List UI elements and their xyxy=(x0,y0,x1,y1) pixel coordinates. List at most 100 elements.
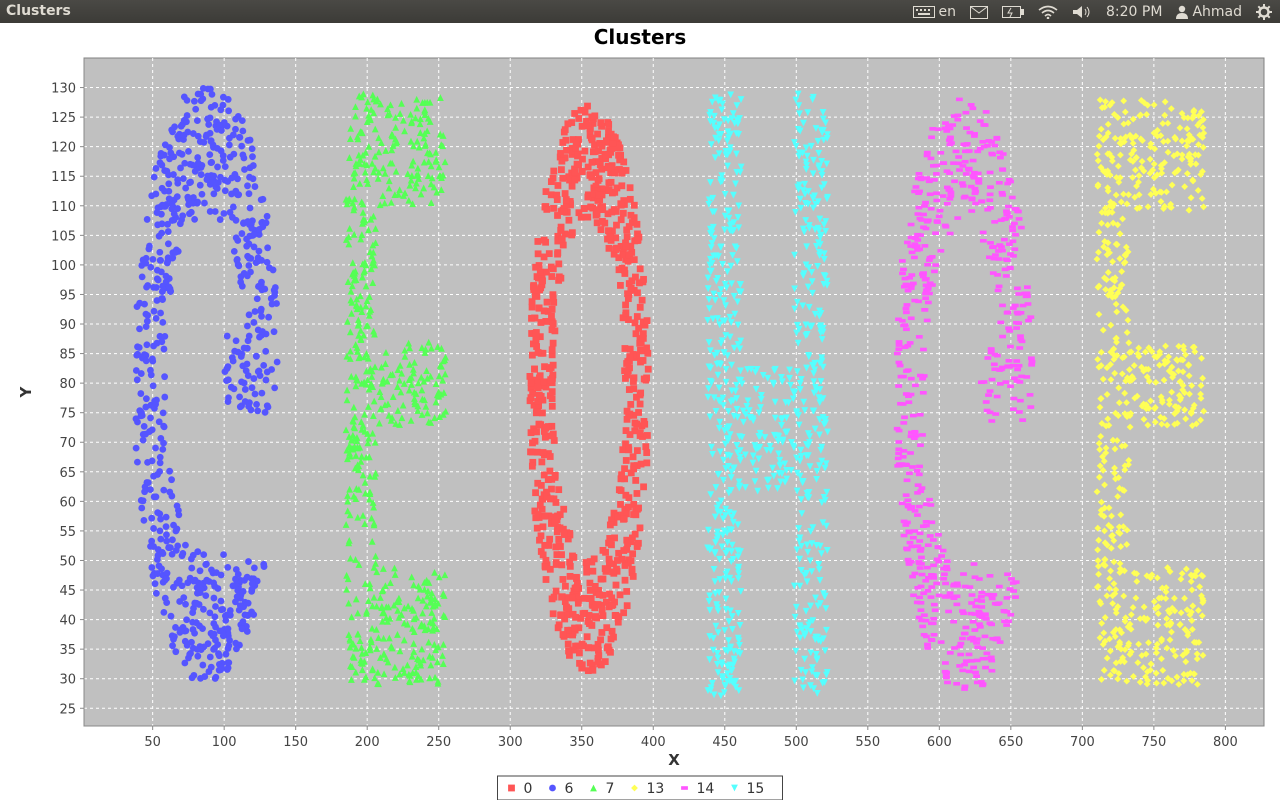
data-point-6 xyxy=(230,385,238,393)
data-point-15 xyxy=(704,316,712,324)
data-point-14 xyxy=(976,146,984,151)
data-point-13 xyxy=(1163,421,1171,429)
data-point-15 xyxy=(802,217,810,224)
data-point-14 xyxy=(1011,303,1019,308)
data-point-15 xyxy=(704,285,712,293)
data-point-15 xyxy=(737,163,745,171)
data-point-13 xyxy=(1189,114,1196,122)
data-point-14 xyxy=(917,177,925,182)
data-point-6 xyxy=(206,114,214,122)
clock[interactable]: 8:20 PM xyxy=(1106,4,1163,20)
data-point-13 xyxy=(1199,651,1207,659)
data-point-13 xyxy=(1190,401,1198,409)
mail-indicator[interactable] xyxy=(970,5,989,19)
legend-marker-14 xyxy=(681,786,688,790)
data-point-0 xyxy=(586,586,594,594)
data-point-0 xyxy=(530,286,538,293)
data-point-0 xyxy=(533,524,541,532)
data-point-14 xyxy=(924,642,931,647)
data-point-6 xyxy=(237,278,245,286)
keyboard-indicator[interactable]: en xyxy=(912,4,956,20)
data-point-13 xyxy=(1180,114,1188,121)
data-point-7 xyxy=(354,133,361,141)
data-point-14 xyxy=(907,392,915,397)
data-point-13 xyxy=(1101,556,1109,564)
data-point-0 xyxy=(540,378,547,386)
data-point-0 xyxy=(627,469,635,477)
data-point-14 xyxy=(920,374,928,378)
data-point-7 xyxy=(419,99,426,106)
session-menu[interactable] xyxy=(1256,4,1272,20)
data-point-14 xyxy=(933,198,941,203)
series-6 xyxy=(132,84,281,682)
data-point-6 xyxy=(170,583,177,591)
data-point-15 xyxy=(704,393,712,401)
data-point-7 xyxy=(377,139,385,146)
data-point-6 xyxy=(214,163,221,171)
data-point-7 xyxy=(360,331,368,339)
data-point-7 xyxy=(366,307,374,315)
data-point-6 xyxy=(210,190,218,198)
data-point-13 xyxy=(1151,145,1159,153)
wifi-indicator[interactable] xyxy=(1038,5,1058,19)
data-point-0 xyxy=(558,551,565,559)
data-point-13 xyxy=(1199,144,1207,151)
data-point-6 xyxy=(262,376,270,384)
data-point-15 xyxy=(717,508,724,516)
data-point-14 xyxy=(960,611,968,616)
data-point-13 xyxy=(1127,611,1135,619)
data-point-14 xyxy=(941,572,948,577)
data-point-14 xyxy=(986,170,994,175)
data-point-15 xyxy=(792,209,799,216)
data-point-7 xyxy=(435,388,443,396)
data-point-6 xyxy=(174,179,182,187)
data-point-14 xyxy=(973,641,980,645)
data-point-13 xyxy=(1111,134,1119,142)
y-tick-label: 65 xyxy=(59,466,76,481)
data-point-14 xyxy=(903,303,911,307)
data-point-15 xyxy=(736,621,744,629)
data-point-15 xyxy=(733,102,741,110)
data-point-0 xyxy=(617,281,624,289)
data-point-7 xyxy=(413,104,421,112)
data-point-15 xyxy=(766,442,774,450)
data-point-7 xyxy=(398,99,405,107)
data-point-13 xyxy=(1106,585,1113,592)
data-point-0 xyxy=(608,602,616,609)
data-point-15 xyxy=(806,463,814,471)
data-point-13 xyxy=(1158,420,1166,428)
data-point-15 xyxy=(756,443,764,451)
data-point-6 xyxy=(159,445,167,453)
data-point-14 xyxy=(1008,195,1016,200)
data-point-0 xyxy=(628,565,636,573)
volume-indicator[interactable] xyxy=(1072,5,1092,19)
data-point-15 xyxy=(810,407,818,415)
data-point-13 xyxy=(1110,284,1118,292)
data-point-14 xyxy=(979,656,987,661)
data-point-13 xyxy=(1097,395,1105,402)
data-point-13 xyxy=(1198,612,1206,620)
data-point-0 xyxy=(617,501,624,508)
data-point-14 xyxy=(1003,596,1011,600)
data-point-13 xyxy=(1102,422,1110,430)
data-point-0 xyxy=(554,212,561,219)
data-point-14 xyxy=(935,214,943,219)
battery-indicator[interactable] xyxy=(1002,6,1025,18)
data-point-14 xyxy=(977,680,985,684)
data-point-7 xyxy=(371,261,378,269)
data-point-15 xyxy=(824,131,831,139)
data-point-0 xyxy=(573,160,581,168)
legend: 0 6 7 13 14 15 xyxy=(497,775,783,800)
data-point-0 xyxy=(586,659,594,667)
data-point-15 xyxy=(717,497,725,505)
data-point-6 xyxy=(250,319,258,326)
data-point-6 xyxy=(132,415,140,423)
data-point-7 xyxy=(422,602,430,610)
user-menu[interactable]: Ahmad xyxy=(1176,4,1242,20)
data-point-0 xyxy=(534,250,542,258)
data-point-14 xyxy=(945,188,953,192)
data-point-7 xyxy=(347,296,355,304)
data-point-15 xyxy=(804,493,811,501)
data-point-15 xyxy=(796,555,804,563)
data-point-13 xyxy=(1144,203,1152,211)
